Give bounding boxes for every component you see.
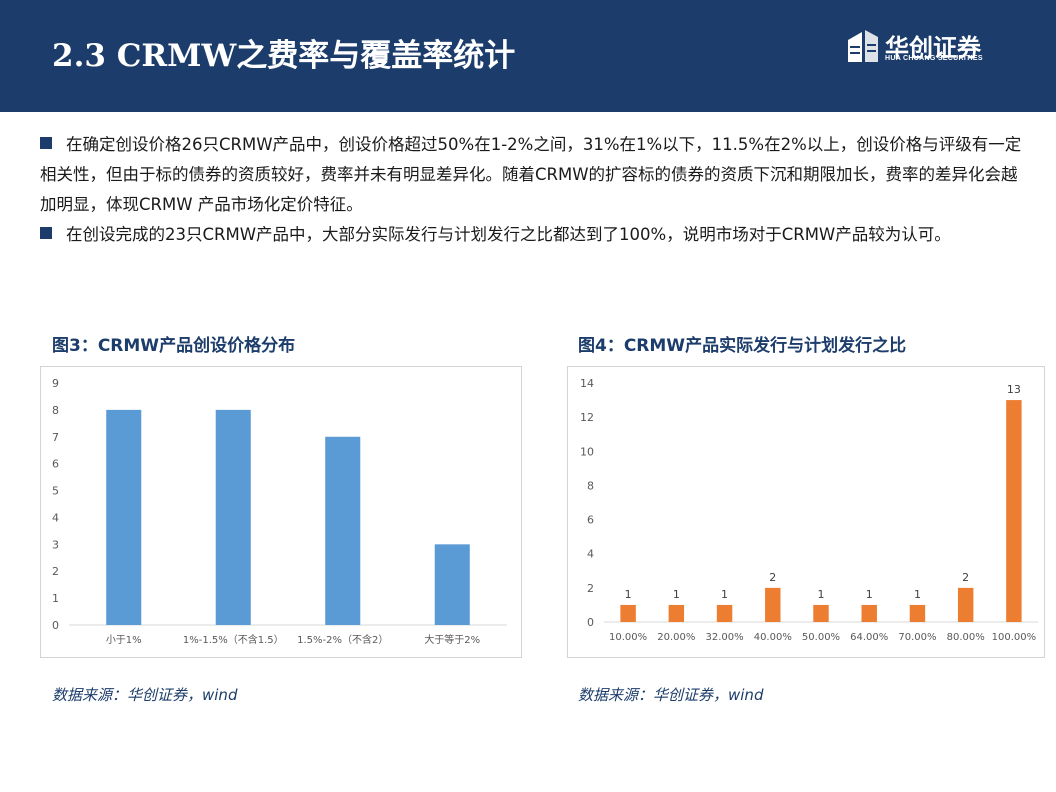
data-label: 1 bbox=[914, 588, 921, 601]
data-label: 1 bbox=[866, 588, 873, 601]
bar bbox=[813, 604, 829, 622]
y-tick-label: 1 bbox=[52, 592, 59, 605]
figure4-bar-chart: 0246810121410.00%120.00%132.00%140.00%25… bbox=[580, 377, 1038, 643]
x-tick-label: 1.5%-2%（不含2） bbox=[297, 633, 388, 646]
data-label: 13 bbox=[1007, 383, 1021, 396]
x-tick-label: 64.00% bbox=[850, 632, 888, 643]
y-tick-label: 3 bbox=[52, 538, 59, 551]
bar bbox=[215, 409, 251, 625]
bar bbox=[861, 604, 877, 622]
y-tick-label: 7 bbox=[52, 431, 59, 444]
y-tick-label: 14 bbox=[580, 377, 594, 390]
y-tick-label: 8 bbox=[52, 404, 59, 417]
y-tick-label: 5 bbox=[52, 485, 59, 498]
figure4-title: 图4：CRMW产品实际发行与计划发行之比 bbox=[578, 336, 907, 356]
bar bbox=[620, 604, 636, 622]
bar bbox=[106, 409, 142, 625]
figure3-source: 数据来源：华创证券，wind bbox=[52, 686, 238, 704]
bar bbox=[765, 587, 781, 622]
x-tick-label: 70.00% bbox=[898, 632, 936, 643]
bar bbox=[909, 604, 926, 622]
bullet-list: 在确定创设价格26只CRMW产品中，创设价格超过50%在1-2%之间，31%在1… bbox=[40, 130, 1030, 250]
y-tick-label: 2 bbox=[52, 565, 59, 578]
figure3-bar-chart: 0 1 2 3 4 5 6 7 8 9 小于1% 1%-1.5%（不含1.5） 1.5%-2%（不含2）… bbox=[52, 377, 507, 646]
figure3-chart-frame: 0 1 2 3 4 5 6 7 8 9 小于1% 1%-1.5%（不含1.5） 1.5%-2%（不含2）… bbox=[40, 366, 522, 658]
y-tick-label: 12 bbox=[580, 411, 594, 424]
y-tick-label: 2 bbox=[587, 582, 594, 595]
bar bbox=[434, 544, 470, 625]
square-bullet-icon bbox=[40, 227, 52, 239]
x-tick-label: 40.00% bbox=[754, 632, 792, 643]
y-tick-label: 0 bbox=[52, 619, 59, 632]
bar bbox=[716, 604, 733, 622]
x-tick-label: 50.00% bbox=[802, 632, 840, 643]
bar bbox=[957, 587, 974, 622]
data-label: 2 bbox=[769, 571, 776, 584]
logo-name: 华创证券 bbox=[885, 34, 981, 62]
y-tick-label: 10 bbox=[580, 445, 594, 458]
data-label: 1 bbox=[818, 588, 825, 601]
figure3-title: 图3：CRMW产品创设价格分布 bbox=[52, 336, 296, 356]
data-label: 1 bbox=[625, 588, 632, 601]
page-title: 2.3 CRMW之费率与覆盖率统计 bbox=[52, 38, 516, 74]
data-label: 1 bbox=[673, 588, 680, 601]
x-tick-label: 100.00% bbox=[992, 632, 1037, 643]
bar bbox=[668, 604, 685, 622]
x-tick-label: 20.00% bbox=[657, 632, 695, 643]
company-logo: 华创证券 HUA CHUANG SECURITIES bbox=[846, 28, 996, 68]
bullet-text: 在创设完成的23只CRMW产品中，大部分实际发行与计划发行之比都达到了100%，… bbox=[66, 225, 951, 244]
x-tick-label: 80.00% bbox=[947, 632, 985, 643]
data-label: 2 bbox=[962, 571, 969, 584]
x-tick-label: 小于1% bbox=[106, 634, 142, 646]
x-tick-label: 大于等于2% bbox=[424, 633, 480, 646]
y-tick-label: 8 bbox=[587, 479, 594, 492]
y-tick-label: 4 bbox=[52, 511, 59, 524]
figure4-source: 数据来源：华创证券，wind bbox=[578, 686, 764, 704]
bar bbox=[325, 436, 361, 625]
bar bbox=[1006, 400, 1022, 622]
y-tick-label: 6 bbox=[52, 458, 59, 471]
logo-subtitle: HUA CHUANG SECURITIES bbox=[885, 55, 983, 62]
x-tick-label: 32.00% bbox=[705, 632, 743, 643]
y-tick-label: 4 bbox=[587, 548, 594, 561]
header-bar: 2.3 CRMW之费率与覆盖率统计 华创证券 HUA CHUANG SECURI… bbox=[0, 0, 1056, 112]
data-label: 1 bbox=[721, 588, 728, 601]
y-tick-label: 6 bbox=[587, 514, 594, 527]
bullet-paragraph: 在确定创设价格26只CRMW产品中，创设价格超过50%在1-2%之间，31%在1… bbox=[40, 130, 1030, 220]
y-tick-label: 9 bbox=[52, 377, 59, 390]
figure4-chart-frame: 0 2 4 6 8 10 12 14 10.00% 1 20.00% 1 32.00% 1 40.00% 2 5… bbox=[567, 366, 1045, 658]
bullet-text: 在确定创设价格26只CRMW产品中，创设价格超过50%在1-2%之间，31%在1… bbox=[40, 135, 1022, 214]
logo-mark-icon bbox=[848, 30, 878, 62]
x-tick-label: 10.00% bbox=[609, 632, 647, 643]
square-bullet-icon bbox=[40, 137, 52, 149]
x-tick-label: 1%-1.5%（不含1.5） bbox=[183, 633, 284, 646]
bullet-paragraph: 在创设完成的23只CRMW产品中，大部分实际发行与计划发行之比都达到了100%，… bbox=[40, 220, 1030, 250]
y-tick-label: 0 bbox=[587, 616, 594, 629]
